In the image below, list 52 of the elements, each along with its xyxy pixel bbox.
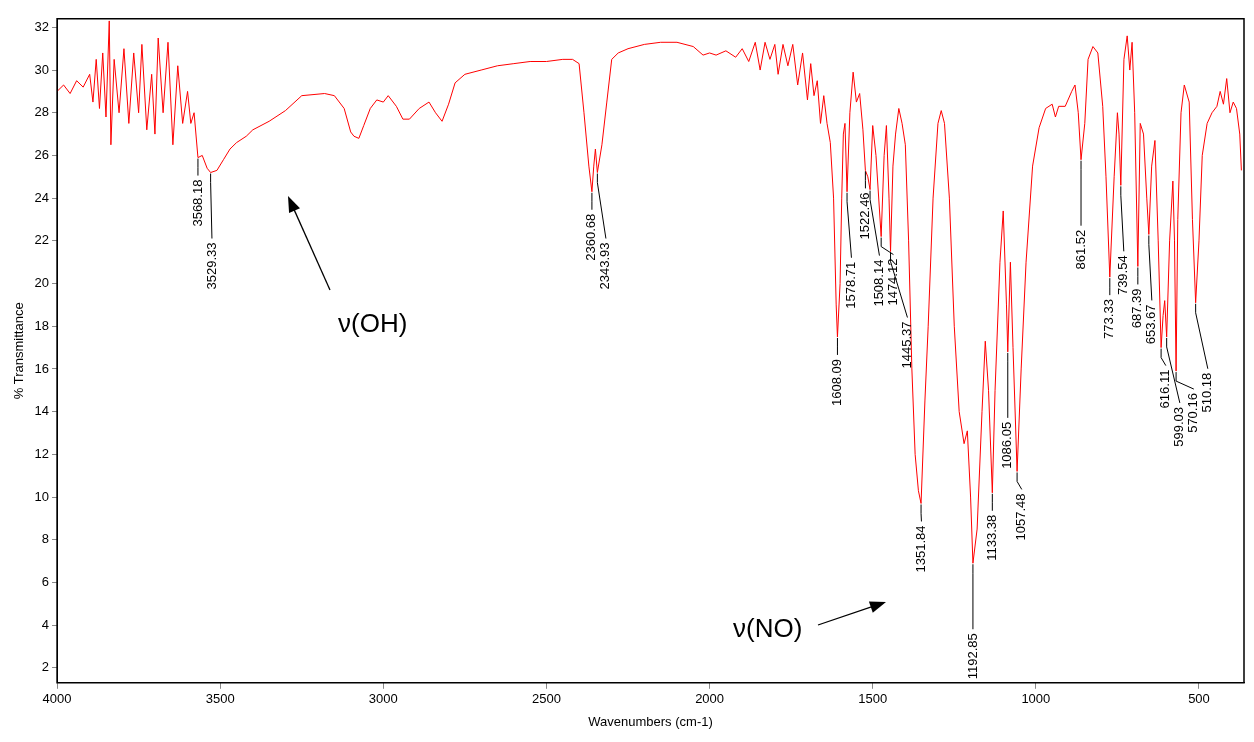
y-tick-label: 14 <box>34 403 50 419</box>
annotation: 510.18 <box>1199 372 1215 413</box>
y-tick-label: 6 <box>41 574 50 590</box>
annotation: 616.11 <box>1157 369 1173 409</box>
annotation: 739.54 <box>1115 255 1131 296</box>
annotation: 773.33 <box>1101 299 1117 339</box>
annotation: 3529.33 <box>203 242 219 290</box>
y-tick-label: 18 <box>34 317 50 333</box>
y-tick-label: 28 <box>34 104 50 120</box>
annotation: 1522.46 <box>857 192 873 240</box>
annotation: 3568.18 <box>189 179 205 227</box>
y-axis-title: % Transmittance <box>11 302 27 400</box>
annotation: 1445.37 <box>899 321 915 369</box>
y-tick-label: 12 <box>34 445 50 461</box>
annotation: 1057.48 <box>1013 493 1029 541</box>
y-tick-label: 30 <box>34 61 50 77</box>
annotation: 1133.38 <box>983 514 999 561</box>
y-tick-label: 16 <box>34 360 50 376</box>
x-tick-label: 3500 <box>205 691 235 707</box>
annotation: 2360.68 <box>583 213 599 261</box>
annotation: 2343.93 <box>597 242 613 290</box>
y-tick-label: 32 <box>34 18 50 34</box>
annotation: 1508.14 <box>871 259 887 307</box>
y-tick-label: 2 <box>41 659 50 675</box>
x-axis-title: Wavenumbers (cm-1) <box>588 713 713 729</box>
annotation: 687.39 <box>1129 288 1145 329</box>
x-tick-label: 1500 <box>858 691 888 707</box>
annotation: ν(NO) <box>733 613 803 644</box>
y-tick-label: 22 <box>34 232 50 248</box>
y-tick-label: 26 <box>34 147 50 163</box>
annotation: 1608.09 <box>829 358 845 406</box>
y-tick-label: 24 <box>34 189 50 205</box>
y-tick-label: 4 <box>41 616 50 632</box>
annotation: 1351.84 <box>913 525 929 573</box>
annotation: 599.03 <box>1171 406 1187 447</box>
annotation: 861.52 <box>1072 229 1088 270</box>
x-tick-label: 4000 <box>42 691 72 707</box>
annotation: 653.67 <box>1143 304 1159 345</box>
x-tick-label: 500 <box>1188 691 1210 707</box>
y-tick-label: 8 <box>41 531 50 547</box>
annotation: 1474.12 <box>885 258 901 306</box>
annotation: ν(OH) <box>338 308 408 339</box>
annotation: 1192.85 <box>964 633 980 680</box>
x-tick-label: 3000 <box>368 691 398 707</box>
x-tick-label: 1000 <box>1021 691 1051 707</box>
x-tick-label: 2000 <box>695 691 725 707</box>
y-tick-label: 10 <box>34 488 50 504</box>
annotation: 570.16 <box>1185 393 1201 433</box>
annotation: 1086.05 <box>999 421 1015 469</box>
x-tick-label: 2500 <box>531 691 561 707</box>
y-tick-label: 20 <box>34 275 50 291</box>
annotation: 1578.71 <box>843 261 859 309</box>
